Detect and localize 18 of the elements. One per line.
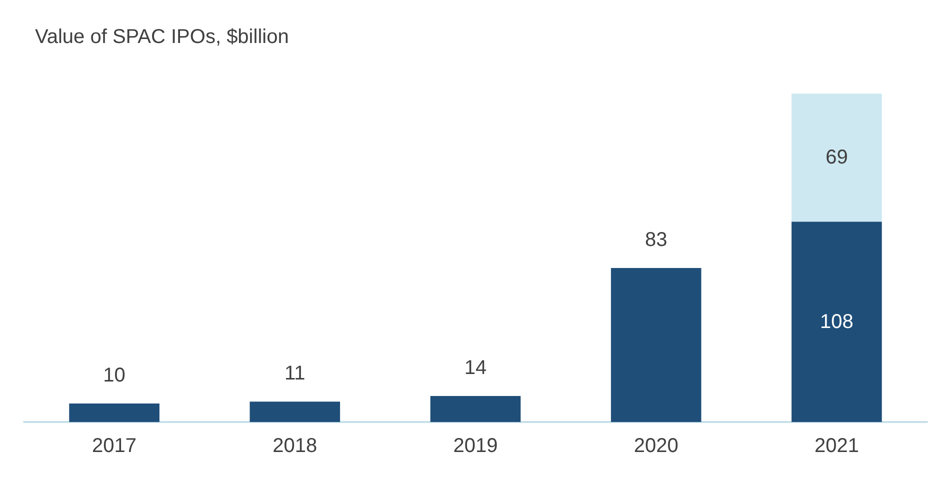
bar (250, 402, 340, 422)
data-label: 11 (284, 362, 306, 385)
x-tick-label: 2020 (634, 435, 678, 457)
x-tick-label: 2018 (272, 435, 318, 457)
data-label: 14 (464, 357, 487, 380)
x-tick-label: 2019 (453, 435, 498, 457)
x-tick-label: 2017 (92, 435, 137, 457)
x-tick-label: 2021 (814, 435, 859, 457)
data-label: 83 (644, 228, 668, 251)
data-label: 10 (103, 364, 126, 386)
chart-title: Value of SPAC IPOs, $billion (35, 26, 289, 48)
bar (792, 222, 882, 422)
bar (430, 396, 521, 422)
data-label: 69 (826, 146, 848, 169)
bar (610, 268, 702, 422)
bar (792, 94, 882, 222)
bar (69, 403, 160, 422)
data-label: 108 (820, 310, 854, 333)
